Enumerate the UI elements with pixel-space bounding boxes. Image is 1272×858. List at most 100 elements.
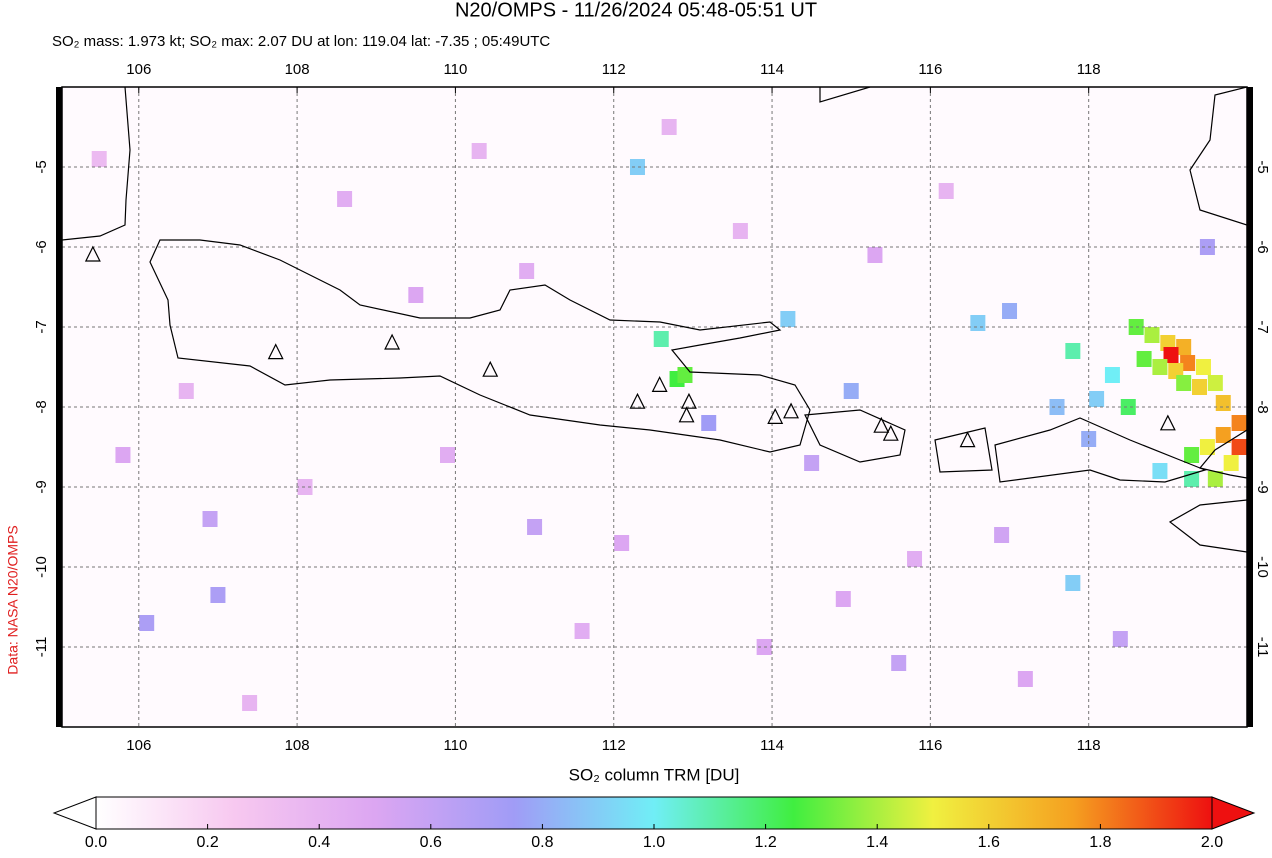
so2-cell xyxy=(804,455,820,471)
so2-cell xyxy=(471,143,487,159)
so2-cell xyxy=(574,623,590,639)
sumbawa-coast xyxy=(994,417,1207,483)
colorbar-gradient xyxy=(95,796,1213,830)
cells xyxy=(91,119,1247,711)
so2-cell xyxy=(1223,455,1239,471)
y-tick-label: -6 xyxy=(1254,240,1271,253)
volcanoes xyxy=(84,245,1176,448)
so2-cell xyxy=(1081,431,1097,447)
x-tick-label: 110 xyxy=(443,737,467,754)
volcano xyxy=(959,431,976,448)
so2-cell xyxy=(780,311,796,327)
so2-cell xyxy=(297,479,313,495)
so2-cell xyxy=(1017,671,1033,687)
so2-cell xyxy=(907,551,923,567)
so2-cell xyxy=(1104,367,1120,383)
y-tick-label: -10 xyxy=(1254,556,1271,578)
x-tick-label: 108 xyxy=(285,61,310,78)
colorbar-tick-label: 0.2 xyxy=(196,834,218,851)
so2-cell xyxy=(1199,439,1215,455)
y-tick-label: -9 xyxy=(33,480,50,493)
so2-cell xyxy=(938,183,954,199)
so2-cell xyxy=(1207,471,1223,487)
colorbar-tick-label: 1.2 xyxy=(754,834,776,851)
volcano xyxy=(678,406,695,423)
grid xyxy=(62,87,1247,727)
so2-cell xyxy=(1120,399,1136,415)
y-tick-label: -8 xyxy=(1254,400,1271,413)
frame-right xyxy=(1247,87,1253,727)
volcano xyxy=(84,245,101,262)
coastlines xyxy=(62,87,1247,553)
sumatra-coast xyxy=(62,87,131,241)
bali-coast xyxy=(804,409,906,463)
volcano xyxy=(651,376,668,392)
so2-cell xyxy=(1231,439,1247,455)
so2-cell xyxy=(970,315,986,331)
so2-cell xyxy=(1176,339,1192,355)
so2-cell xyxy=(1215,427,1231,443)
y-tick-label: -10 xyxy=(33,556,50,578)
so2-cell xyxy=(202,511,218,527)
volcano xyxy=(384,333,401,350)
so2-cell xyxy=(1112,631,1128,647)
x-tick-label: 114 xyxy=(760,737,784,754)
so2-cell xyxy=(867,247,883,263)
y-tick-label: -7 xyxy=(33,320,50,333)
so2-cell xyxy=(242,695,258,711)
so2-cell xyxy=(527,519,543,535)
x-tick-label: 118 xyxy=(1077,61,1101,78)
x-tick-label: 116 xyxy=(918,737,942,754)
so2-cell xyxy=(1207,375,1223,391)
x-tick-label: 112 xyxy=(602,737,626,754)
x-tick-label: 106 xyxy=(126,737,151,754)
so2-cell xyxy=(1231,415,1247,431)
so2-cell xyxy=(629,159,645,175)
colorbar-tick-label: 2.0 xyxy=(1201,834,1223,851)
colorbar-tick-label: 0.8 xyxy=(531,834,553,851)
y-tick-label: -9 xyxy=(1254,480,1271,493)
so2-cell xyxy=(677,367,693,383)
so2-cell xyxy=(1002,303,1018,319)
volcano xyxy=(783,402,800,419)
y-tick-label: -11 xyxy=(1254,637,1271,658)
colorbar-tick-label: 1.4 xyxy=(866,834,888,851)
volcano xyxy=(680,392,697,409)
y-tick-label: -5 xyxy=(1254,160,1271,173)
x-tick-label: 108 xyxy=(285,737,310,754)
so2-cell xyxy=(1089,391,1105,407)
flores-coast xyxy=(1198,429,1247,479)
x-tick-label: 110 xyxy=(443,61,467,78)
so2-cell xyxy=(891,655,907,671)
colorbar-tick-label: 0.0 xyxy=(85,834,107,851)
sumba-coast xyxy=(1168,499,1247,553)
so2-cell xyxy=(732,223,748,239)
lombok-coast xyxy=(934,427,993,473)
so2-cell xyxy=(1049,399,1065,415)
y-tick-label: -11 xyxy=(33,637,50,658)
volcano xyxy=(629,392,646,409)
so2-cell xyxy=(178,383,194,399)
so2-cell xyxy=(1192,379,1208,395)
so2-cell xyxy=(661,119,677,135)
so2-cell xyxy=(1152,463,1168,479)
y-tick-label: -5 xyxy=(33,160,50,173)
so2-cell xyxy=(994,527,1010,543)
volcano xyxy=(882,424,899,441)
so2-cell xyxy=(614,535,630,551)
so2-cell xyxy=(1199,239,1215,255)
so2-cell xyxy=(1136,351,1152,367)
java-coast xyxy=(149,239,811,453)
volcano xyxy=(767,408,784,424)
volcano xyxy=(482,360,499,377)
so2-cell xyxy=(337,191,353,207)
colorbar-tick-label: 1.6 xyxy=(978,834,1000,851)
so2-cell xyxy=(653,331,669,347)
title: N20/OMPS - 11/26/2024 05:48-05:51 UT xyxy=(455,0,817,21)
x-tick-label: 114 xyxy=(760,61,784,78)
colorbar-label: SO₂ column TRM [DU] xyxy=(569,765,740,784)
volcano xyxy=(267,343,284,360)
so2-cell xyxy=(1176,375,1192,391)
